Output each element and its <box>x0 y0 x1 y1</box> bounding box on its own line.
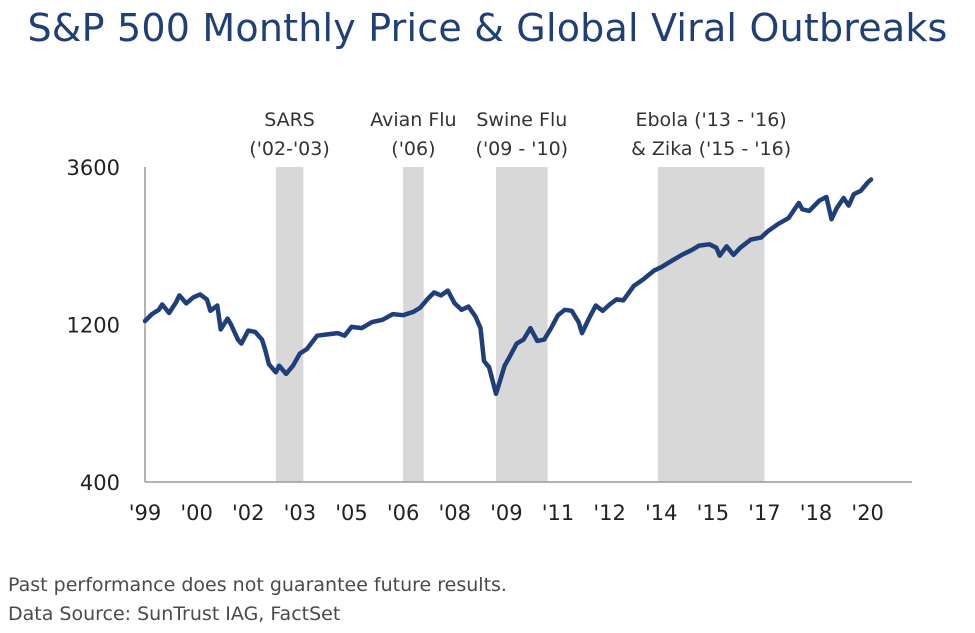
outbreak-band-sars <box>275 167 304 482</box>
outbreak-label-sars: SARS <box>264 109 315 131</box>
x-tick-label-09: '09 <box>490 501 523 525</box>
outbreak-bands <box>275 167 765 482</box>
x-tick-label-03: '03 <box>284 501 317 525</box>
outbreak-band-avian-flu <box>403 167 424 482</box>
x-tick-label-17: '17 <box>748 501 781 525</box>
x-tick-label-15: '15 <box>697 501 730 525</box>
x-tick-label-06: '06 <box>387 501 420 525</box>
y-tick-labels: 3600 1200 400 <box>67 156 120 495</box>
x-tick-label-99: '99 <box>129 501 162 525</box>
disclaimer-note: Past performance does not guarantee futu… <box>8 574 507 596</box>
y-tick-label-3600: 3600 <box>67 156 120 180</box>
outbreak-label-avian-flu: Avian Flu <box>370 109 456 131</box>
chart-title: S&P 500 Monthly Price & Global Viral Out… <box>27 6 948 50</box>
data-source-note: Data Source: SunTrust IAG, FactSet <box>8 603 341 625</box>
x-tick-label-08: '08 <box>438 501 471 525</box>
x-tick-label-02: '02 <box>232 501 265 525</box>
series-line-s-p-500-monthly-price <box>142 177 874 397</box>
x-tick-labels: '99 '00 '02 '03 '05 '06 '08 '09 '11 '12 '14 '15 '17 '… <box>129 501 884 525</box>
outbreak-period-sars: ('02-'03) <box>249 138 329 160</box>
outbreak-period-swine-flu: ('09 - '10) <box>476 138 569 160</box>
outbreak-band-ebola-zika <box>657 167 765 482</box>
outbreak-labels: SARS ('02-'03) Avian Flu ('06) Swine Flu ('09… <box>249 109 791 160</box>
x-tick-label-14: '14 <box>645 501 678 525</box>
x-tick-label-12: '12 <box>593 501 626 525</box>
x-tick-label-18: '18 <box>800 501 833 525</box>
outbreak-period-avian-flu: ('06) <box>391 138 435 160</box>
outbreak-label-swine-flu: Swine Flu <box>476 109 567 131</box>
x-tick-label-20: '20 <box>851 501 884 525</box>
y-tick-label-400: 400 <box>80 471 120 495</box>
outbreak-period-ebola-zika: & Zika ('15 - '16) <box>631 138 791 160</box>
outbreak-label-ebola-zika: Ebola ('13 - '16) <box>635 109 786 131</box>
y-tick-label-1200: 1200 <box>67 314 120 338</box>
x-tick-label-05: '05 <box>335 501 368 525</box>
x-tick-label-00: '00 <box>180 501 213 525</box>
x-tick-label-11: '11 <box>542 501 575 525</box>
outbreak-band-swine-flu <box>496 167 548 482</box>
series-layer <box>142 177 874 397</box>
